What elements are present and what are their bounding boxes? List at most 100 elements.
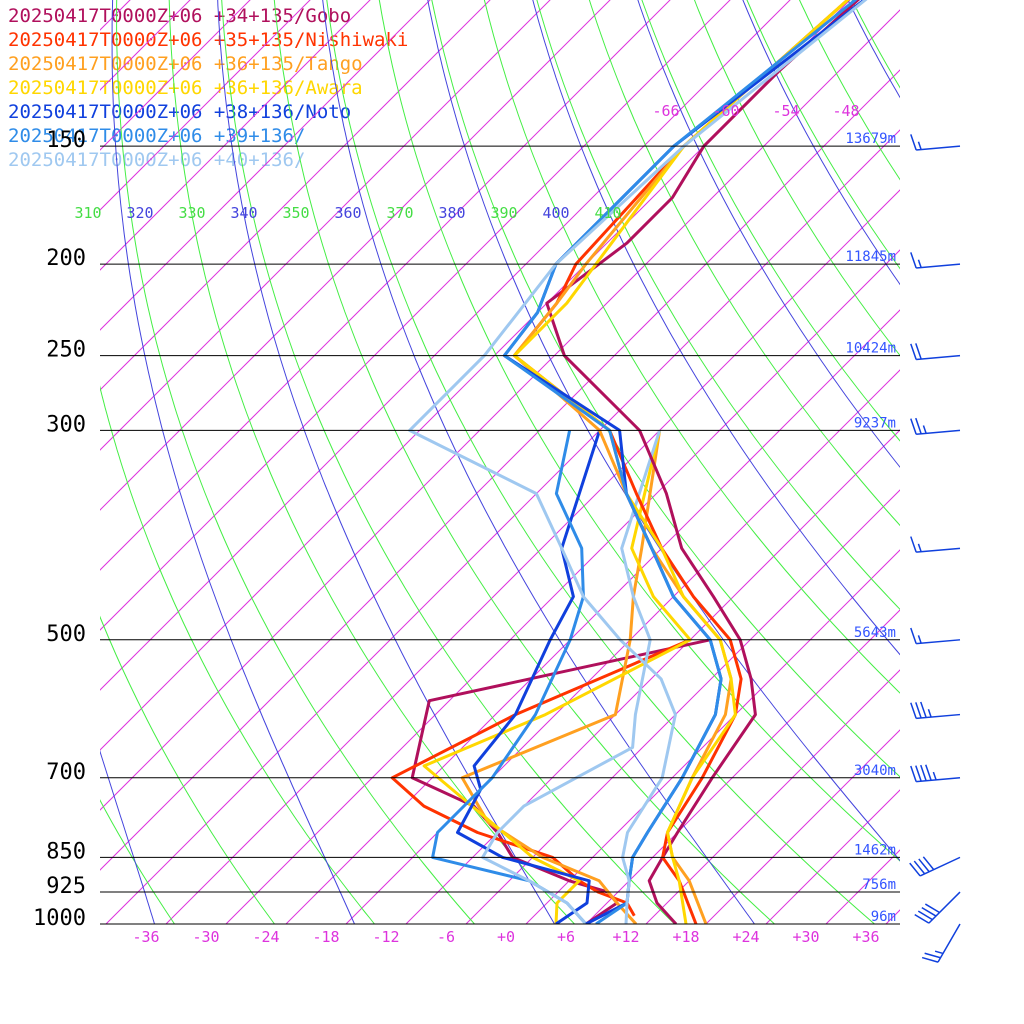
pressure-label-850: 850 (46, 839, 86, 864)
temp-tick: -6 (437, 928, 455, 946)
pressure-label-200: 200 (46, 246, 86, 271)
temp-tick: -12 (372, 928, 399, 946)
isotherm (405, 429, 900, 924)
pressure-label-700: 700 (46, 760, 86, 785)
isotherm (645, 669, 900, 924)
height-label-700: 3040m (854, 763, 896, 779)
wind-barb (910, 252, 961, 269)
isotherm (705, 729, 900, 924)
isotherm (100, 0, 251, 151)
isotherm (345, 369, 900, 924)
moist-adiabat (111, 0, 355, 924)
legend-entry-6: 20250417T0000Z+06 +40+136/ (8, 149, 306, 171)
dry-adiabat (273, 0, 775, 924)
wind-barb (910, 536, 961, 553)
isotherm (585, 609, 900, 924)
temp-tick: +24 (732, 928, 759, 946)
theta-label: 340 (230, 204, 257, 222)
plot-area (0, 0, 1024, 924)
dry-adiabat (116, 0, 475, 924)
temp-tick: -24 (252, 928, 279, 946)
legend-entry-4: 20250417T0000Z+06 +38+136/Noto (8, 101, 352, 123)
dry-adiabat (746, 0, 900, 270)
isotherm (1006, 0, 1024, 924)
height-label-300: 9237m (854, 415, 896, 431)
top-temp-label: -66 (652, 102, 679, 120)
isotherm (225, 249, 900, 924)
wind-barb (914, 891, 961, 924)
wind-barb (910, 627, 961, 645)
pressure-label-150: 150 (46, 128, 86, 153)
wind-barb (910, 343, 961, 361)
top-temp-label: -54 (772, 102, 799, 120)
isotherm (946, 0, 1024, 924)
dry-adiabat (326, 0, 875, 924)
theta-label: 350 (282, 204, 309, 222)
dry-adiabat (641, 0, 900, 442)
isotherm (100, 0, 191, 91)
theta-label: 410 (594, 204, 621, 222)
dry-adiabat (693, 0, 900, 357)
isotherm (100, 9, 900, 811)
isotherm (100, 0, 551, 451)
legend: 20250417T0000Z+06 +34+135/Gobo 20250417T0… (8, 4, 408, 172)
temp-tick: +6 (557, 928, 575, 946)
wind-barb (910, 701, 961, 720)
dry-adiabat (378, 0, 900, 862)
dry-adiabat (483, 0, 900, 694)
isotherm (885, 909, 900, 924)
isotherm (0, 0, 30, 924)
pressure-label-1000: 1000 (33, 906, 86, 931)
temperature-line-3 (512, 0, 850, 924)
isotherm (100, 69, 900, 871)
isotherm (100, 0, 731, 631)
theta-label: 400 (542, 204, 569, 222)
temp-tick: +12 (612, 928, 639, 946)
isotherm (100, 0, 671, 571)
wind-barb (910, 764, 961, 783)
moist-adiabat (532, 0, 900, 656)
height-label-500: 5643m (854, 625, 896, 641)
dry-adiabat (221, 0, 675, 924)
height-label-200: 11845m (845, 249, 896, 265)
dry-adiabat (100, 615, 275, 924)
temp-tick: -18 (312, 928, 339, 946)
isotherm (465, 489, 900, 924)
moist-adiabat (322, 0, 755, 924)
temp-tick: +36 (852, 928, 879, 946)
legend-entry-1: 20250417T0000Z+06 +35+135/Nishiwaki (8, 29, 409, 51)
temp-tick: -30 (192, 928, 219, 946)
theta-label: 330 (178, 204, 205, 222)
top-temp-label: -60 (712, 102, 739, 120)
theta-label: 380 (438, 204, 465, 222)
top-temp-label: -48 (832, 102, 859, 120)
legend-entry-3: 20250417T0000Z+06 +36+136/Awara (8, 77, 363, 99)
dry-adiabat (798, 0, 900, 181)
theta-label: 310 (74, 204, 101, 222)
dry-adiabat (588, 0, 900, 527)
isotherm (100, 0, 371, 271)
theta-label: 390 (490, 204, 517, 222)
legend-entry-5: 20250417T0000Z+06 +39+136/ (8, 125, 306, 147)
isotherm (100, 0, 311, 211)
isotherm (165, 189, 900, 924)
pressure-label-300: 300 (46, 412, 86, 437)
dewpoint-line-6 (481, 429, 662, 924)
pressure-label-500: 500 (46, 622, 86, 647)
temperature-line-5 (502, 0, 858, 924)
isotherm (100, 0, 611, 511)
legend-entry-0: 20250417T0000Z+06 +34+135/Gobo (8, 5, 352, 27)
temp-tick: +18 (672, 928, 699, 946)
dry-adiabat (100, 385, 375, 924)
moist-adiabat (217, 0, 555, 924)
moist-adiabat (637, 0, 900, 468)
dry-adiabat (168, 0, 575, 924)
moist-adiabat (742, 0, 900, 286)
height-label-150: 13679m (845, 131, 896, 147)
dewpoint-line-0 (410, 638, 711, 924)
isotherm (105, 129, 900, 924)
theta-label: 320 (126, 204, 153, 222)
dewpoint-line-3 (422, 430, 692, 924)
wind-barb (909, 856, 961, 877)
height-label-250: 10424m (845, 341, 896, 357)
